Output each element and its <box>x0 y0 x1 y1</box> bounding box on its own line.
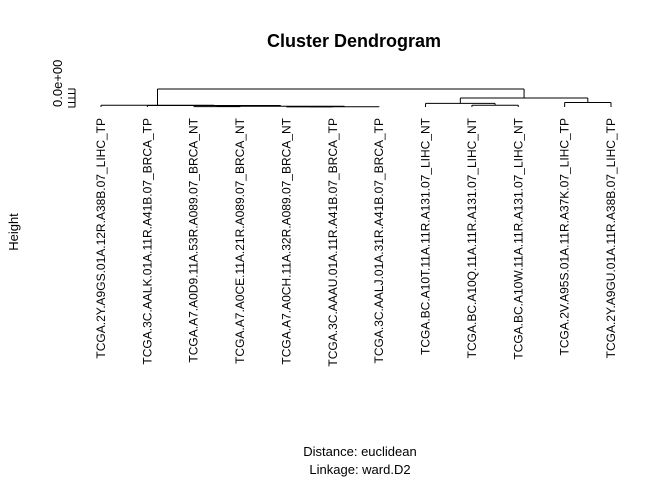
chart-title: Cluster Dendrogram <box>267 31 441 51</box>
y-axis-label: Height <box>6 213 21 251</box>
y-axis-ticks <box>68 88 75 108</box>
leaf-labels: TCGA.2Y.A9GS.01A.12R.A38B.07_LIHC_TP TCGA… <box>94 117 618 366</box>
leaf-label: TCGA.A7.A0D9.11A.53R.A089.07_BRCA_NT <box>187 117 201 362</box>
leaf-label: TCGA.A7.A0CH.11A.32R.A089.07_BRCA_NT <box>279 117 293 364</box>
leaf-label: TCGA.2Y.A9GU.01A.11R.A38B.07_LIHC_TP <box>604 118 618 358</box>
leaf-label: TCGA.3C.AALJ.01A.31R.A41B.07_BRCA_TP <box>372 118 386 363</box>
leaf-label: TCGA.3C.AALK.01A.11R.A41B.07_BRCA_TP <box>140 118 154 365</box>
distance-caption: Distance: euclidean <box>303 444 416 459</box>
leaf-label: TCGA.BC.A10T.11A.11R.A131.07_LIHC_NT <box>419 117 433 355</box>
leaf-label: TCGA.2Y.A9GS.01A.12R.A38B.07_LIHC_TP <box>94 118 108 359</box>
linkage-caption: Linkage: ward.D2 <box>309 462 410 477</box>
leaf-label: TCGA.2V.A95S.01A.11R.A37K.07_LIHC_TP <box>558 118 572 355</box>
y-tick-label: 0.0e+00 <box>50 60 65 107</box>
dendrogram-tree <box>100 88 612 108</box>
leaf-label: TCGA.BC.A10W.11A.11R.A131.07_LIHC_NT <box>511 117 525 359</box>
leaf-label: TCGA.A7.A0CE.11A.21R.A089.07_BRCA_NT <box>233 117 247 364</box>
leaf-label: TCGA.3C.AAAU.01A.11R.A41B.07_BRCA_TP <box>326 118 340 367</box>
y-axis: 0.0e+00 <box>50 60 76 108</box>
leaf-label: TCGA.BC.A10Q.11A.11R.A131.07_LIHC_NT <box>465 117 479 358</box>
